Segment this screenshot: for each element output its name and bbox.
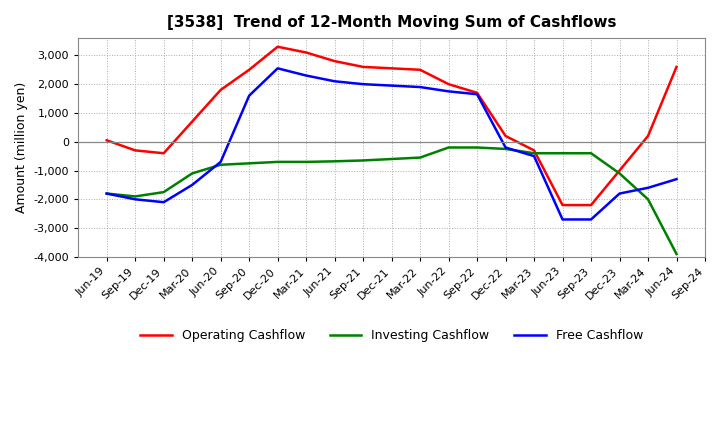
Y-axis label: Amount (million yen): Amount (million yen): [15, 82, 28, 213]
Investing Cashflow: [415, 155, 424, 160]
Investing Cashflow: [444, 145, 453, 150]
Investing Cashflow: [615, 171, 624, 176]
Title: [3538]  Trend of 12-Month Moving Sum of Cashflows: [3538] Trend of 12-Month Moving Sum of C…: [167, 15, 616, 30]
Operating Cashflow: [159, 150, 168, 156]
Operating Cashflow: [302, 50, 310, 55]
Free Cashflow: [615, 191, 624, 196]
Operating Cashflow: [387, 66, 396, 71]
Investing Cashflow: [644, 197, 652, 202]
Investing Cashflow: [131, 194, 140, 199]
Free Cashflow: [188, 182, 197, 187]
Operating Cashflow: [558, 202, 567, 208]
Investing Cashflow: [473, 145, 482, 150]
Free Cashflow: [530, 154, 539, 159]
Free Cashflow: [558, 217, 567, 222]
Operating Cashflow: [473, 90, 482, 95]
Investing Cashflow: [501, 146, 510, 151]
Operating Cashflow: [644, 133, 652, 139]
Free Cashflow: [387, 83, 396, 88]
Investing Cashflow: [102, 191, 111, 196]
Investing Cashflow: [302, 159, 310, 165]
Investing Cashflow: [245, 161, 253, 166]
Investing Cashflow: [216, 162, 225, 167]
Operating Cashflow: [359, 64, 367, 70]
Operating Cashflow: [501, 133, 510, 139]
Investing Cashflow: [558, 150, 567, 156]
Free Cashflow: [102, 191, 111, 196]
Free Cashflow: [330, 79, 339, 84]
Investing Cashflow: [330, 159, 339, 164]
Investing Cashflow: [188, 171, 197, 176]
Operating Cashflow: [444, 81, 453, 87]
Operating Cashflow: [131, 148, 140, 153]
Free Cashflow: [274, 66, 282, 71]
Free Cashflow: [473, 92, 482, 97]
Operating Cashflow: [672, 64, 681, 70]
Free Cashflow: [359, 81, 367, 87]
Free Cashflow: [501, 145, 510, 150]
Free Cashflow: [216, 159, 225, 165]
Operating Cashflow: [188, 119, 197, 124]
Operating Cashflow: [102, 138, 111, 143]
Operating Cashflow: [615, 168, 624, 173]
Investing Cashflow: [387, 156, 396, 161]
Investing Cashflow: [530, 150, 539, 156]
Operating Cashflow: [415, 67, 424, 73]
Free Cashflow: [587, 217, 595, 222]
Investing Cashflow: [159, 190, 168, 195]
Line: Investing Cashflow: Investing Cashflow: [107, 147, 677, 254]
Operating Cashflow: [245, 67, 253, 73]
Free Cashflow: [245, 93, 253, 98]
Legend: Operating Cashflow, Investing Cashflow, Free Cashflow: Operating Cashflow, Investing Cashflow, …: [135, 324, 648, 348]
Free Cashflow: [644, 185, 652, 191]
Operating Cashflow: [274, 44, 282, 49]
Line: Free Cashflow: Free Cashflow: [107, 68, 677, 220]
Free Cashflow: [131, 197, 140, 202]
Operating Cashflow: [216, 87, 225, 92]
Free Cashflow: [444, 89, 453, 94]
Free Cashflow: [415, 84, 424, 90]
Free Cashflow: [159, 200, 168, 205]
Operating Cashflow: [530, 148, 539, 153]
Operating Cashflow: [587, 202, 595, 208]
Free Cashflow: [672, 176, 681, 182]
Operating Cashflow: [330, 59, 339, 64]
Investing Cashflow: [587, 150, 595, 156]
Line: Operating Cashflow: Operating Cashflow: [107, 47, 677, 205]
Free Cashflow: [302, 73, 310, 78]
Investing Cashflow: [274, 159, 282, 165]
Investing Cashflow: [359, 158, 367, 163]
Investing Cashflow: [672, 251, 681, 257]
